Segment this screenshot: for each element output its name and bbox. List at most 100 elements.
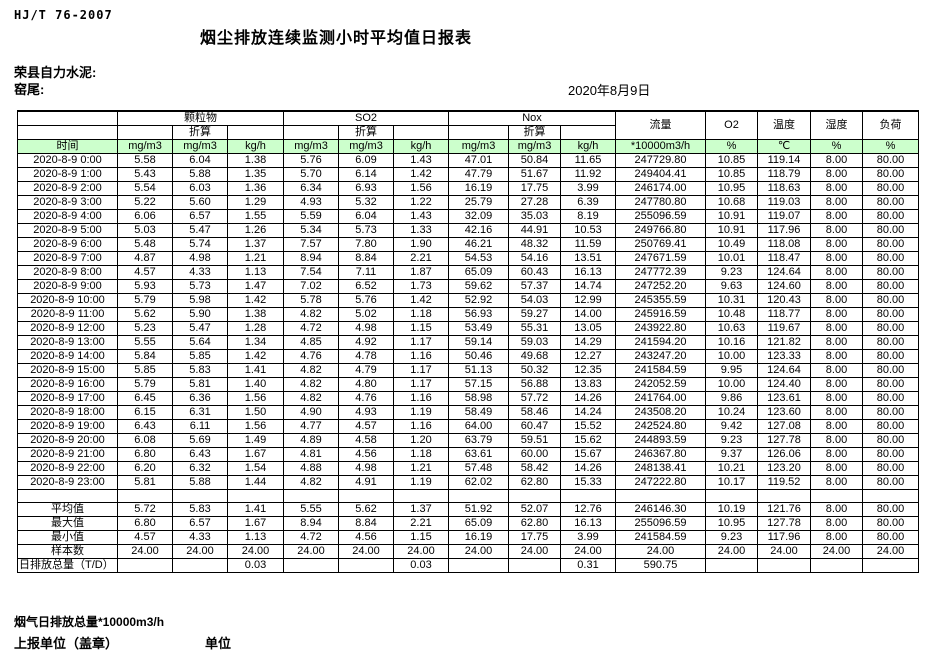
monitoring-point: 窑尾:	[14, 82, 45, 97]
value-cell: 247671.59	[615, 251, 706, 266]
converted-header-row: 折算 折算 折算	[17, 125, 919, 140]
value-cell: 1.18	[393, 307, 449, 322]
value-cell: 1.17	[393, 377, 449, 392]
value-cell: 15.67	[560, 447, 616, 462]
value-cell: 1.55	[227, 209, 284, 224]
value-cell: 244893.59	[615, 433, 706, 448]
value-cell: 10.48	[705, 307, 758, 322]
value-cell: 50.46	[448, 349, 509, 364]
value-cell: 4.56	[338, 447, 394, 462]
value-cell: 24.00	[448, 544, 509, 559]
empty-cell	[172, 489, 228, 503]
unit-cell: *10000m3/h	[615, 139, 706, 154]
value-cell: 4.33	[172, 530, 228, 545]
value-cell: 24.00	[862, 544, 919, 559]
value-cell: 8.00	[810, 181, 863, 196]
empty-cell	[810, 489, 863, 503]
table-row: 2020-8-9 1:00 5.43 5.88 1.35 5.70 6.14 1.42 47.…	[17, 167, 919, 182]
value-cell: 4.82	[283, 377, 339, 392]
value-cell: 4.87	[117, 251, 173, 266]
value-cell: 53.49	[448, 321, 509, 336]
value-cell: 1.42	[393, 167, 449, 182]
value-cell: 5.32	[338, 195, 394, 210]
value-cell: 10.63	[705, 321, 758, 336]
value-cell: 8.00	[810, 265, 863, 280]
value-cell: 8.00	[810, 153, 863, 168]
value-cell: 16.19	[448, 181, 509, 196]
value-cell: 1.34	[227, 335, 284, 350]
value-cell: 4.90	[283, 405, 339, 420]
value-cell: 5.85	[117, 363, 173, 378]
value-cell: 5.73	[338, 223, 394, 238]
table-row: 2020-8-9 4:00 6.06 6.57 1.55 5.59 6.04 1.43 32.…	[17, 209, 919, 224]
unit-cell: mg/m3	[508, 139, 561, 154]
value-cell: 6.15	[117, 405, 173, 420]
value-cell: 9.23	[705, 433, 758, 448]
value-cell: 5.76	[338, 293, 394, 308]
value-cell	[810, 558, 863, 573]
value-cell: 10.31	[705, 293, 758, 308]
summary-label: 最大值	[17, 516, 118, 531]
value-cell: 14.29	[560, 335, 616, 350]
table-row: 2020-8-9 12:00 5.23 5.47 1.28 4.72 4.98 1.15 53…	[17, 321, 919, 336]
value-cell: 6.45	[117, 391, 173, 406]
value-cell: 4.33	[172, 265, 228, 280]
corner-cell	[17, 110, 118, 126]
value-cell: 241764.00	[615, 391, 706, 406]
value-cell: 6.52	[338, 279, 394, 294]
empty-cell	[117, 125, 173, 140]
value-cell: 8.19	[560, 209, 616, 224]
value-cell: 6.34	[283, 181, 339, 196]
value-cell: 80.00	[862, 391, 919, 406]
table-row: 2020-8-9 23:00 5.81 5.88 1.44 4.82 4.91 1.19 62…	[17, 475, 919, 490]
table-row: 2020-8-9 21:00 6.80 6.43 1.67 4.81 4.56 1.18 63…	[17, 447, 919, 462]
value-cell: 48.32	[508, 237, 561, 252]
value-cell: 9.63	[705, 279, 758, 294]
value-cell: 10.95	[705, 516, 758, 531]
value-cell: 8.00	[810, 363, 863, 378]
value-cell: 255096.59	[615, 516, 706, 531]
value-cell: 3.99	[560, 530, 616, 545]
standard-code: HJ/T 76-2007	[14, 8, 113, 22]
value-cell: 9.86	[705, 391, 758, 406]
value-cell: 4.57	[338, 419, 394, 434]
group-header-nox: Nox	[448, 110, 616, 126]
value-cell: 123.60	[757, 405, 811, 420]
value-cell: 6.36	[172, 391, 228, 406]
value-cell: 9.23	[705, 265, 758, 280]
value-cell: 0.03	[393, 558, 449, 573]
value-cell: 58.46	[508, 405, 561, 420]
value-cell: 5.83	[172, 363, 228, 378]
value-cell: 1.16	[393, 419, 449, 434]
unit-cell: mg/m3	[117, 139, 173, 154]
value-cell: 16.19	[448, 530, 509, 545]
value-cell: 4.91	[338, 475, 394, 490]
value-cell	[508, 558, 561, 573]
value-cell: 52.92	[448, 293, 509, 308]
value-cell: 4.56	[338, 530, 394, 545]
value-cell: 54.16	[508, 251, 561, 266]
value-cell: 80.00	[862, 237, 919, 252]
value-cell: 1.16	[393, 349, 449, 364]
time-cell: 2020-8-9 3:00	[17, 195, 118, 210]
value-cell: 80.00	[862, 265, 919, 280]
unit-cell: mg/m3	[172, 139, 228, 154]
value-cell: 7.02	[283, 279, 339, 294]
value-cell: 49.68	[508, 349, 561, 364]
value-cell: 1.42	[227, 293, 284, 308]
value-cell: 1.17	[393, 363, 449, 378]
unit-cell: kg/h	[227, 139, 284, 154]
value-cell: 1.73	[393, 279, 449, 294]
empty-cell	[560, 489, 616, 503]
value-cell: 80.00	[862, 433, 919, 448]
value-cell: 2.21	[393, 516, 449, 531]
value-cell: 1.21	[393, 461, 449, 476]
value-cell: 248138.41	[615, 461, 706, 476]
value-cell	[862, 558, 919, 573]
empty-cell	[17, 489, 118, 503]
value-cell: 5.62	[338, 502, 394, 517]
value-cell: 1.28	[227, 321, 284, 336]
value-cell: 4.89	[283, 433, 339, 448]
value-cell: 0.31	[560, 558, 616, 573]
value-cell: 5.78	[283, 293, 339, 308]
